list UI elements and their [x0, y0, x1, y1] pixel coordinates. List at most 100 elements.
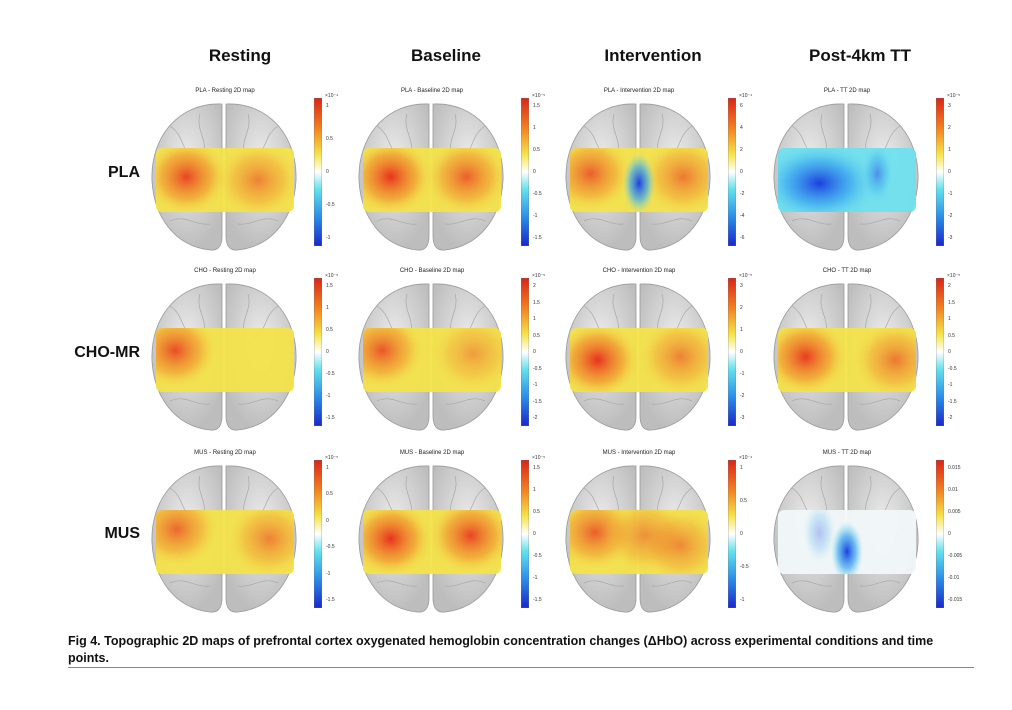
colorbar-tick-label: -1 [326, 570, 331, 577]
caption-divider [68, 667, 974, 668]
column-header-resting: Resting [208, 46, 272, 65]
colorbar-tick-label: -4 [740, 213, 745, 219]
map-title: PLA - Resting 2D map [195, 88, 255, 94]
column-header-intervention: Intervention [604, 46, 702, 65]
colorbar-tick-label: 0.005 [948, 509, 961, 515]
map-panel: PLA - Intervention 2D map ×10⁻⁴ 6 4 2 0 -2 -4 -6 [554, 88, 754, 256]
colorbar-tick-label: -2 [740, 393, 745, 399]
map-title: MUS - Intervention 2D map [602, 450, 676, 456]
brain-topography-map [565, 103, 711, 251]
colorbar-tick-label: -0.5 [740, 564, 749, 570]
hot-spot [363, 510, 433, 574]
colorbar-exponent: ×10⁻⁵ [947, 273, 961, 279]
colorbar-tick-label: 2 [948, 125, 951, 131]
colorbar-exponent: ×10⁻⁵ [325, 455, 339, 461]
map-title: PLA - Intervention 2D map [603, 88, 675, 94]
map-panel: PLA - TT 2D map ×10⁻⁵ 3 2 1 0 -1 -2 -3 [762, 88, 962, 256]
hot-spot [428, 510, 501, 574]
figure-caption: Fig 4. Topographic 2D maps of prefrontal… [68, 634, 934, 665]
colorbar [728, 460, 736, 608]
colorbar-exponent: ×10⁻⁴ [325, 93, 339, 99]
map-panel: PLA - Baseline 2D map ×10⁻⁵ 1.5 1 0.5 0 -0.5 -1… [347, 88, 547, 256]
brain-topography-map [773, 283, 919, 431]
colorbar-tick-label: -1 [533, 213, 538, 219]
map-title: PLA - TT 2D map [823, 88, 871, 94]
colorbar-tick-label: 1 [326, 305, 329, 311]
colorbar-tick-label: -1.5 [948, 398, 957, 405]
map-panel: MUS - Intervention 2D map ×10⁻⁴ 1 0.5 0 -0.5 -… [554, 450, 754, 618]
colorbar-tick-label: 0 [740, 531, 743, 537]
column-header-baseline: Baseline [411, 46, 481, 65]
colorbar-tick-label: 0.5 [533, 509, 540, 515]
colorbar-tick-label: -1 [740, 371, 745, 377]
colorbar-exponent: ×10⁻⁵ [325, 273, 339, 279]
colorbar-tick-label: -1.5 [533, 597, 542, 603]
colorbar-tick-label: 0 [948, 531, 951, 537]
colorbar-tick-label: -1.5 [533, 235, 542, 241]
hot-spot [156, 328, 218, 389]
brain-topography-map [358, 283, 504, 431]
brain-topography-map [773, 465, 919, 613]
row-header-cho-mr: CHO-MR [74, 344, 140, 361]
colorbar-tick-label: 0.5 [948, 332, 955, 339]
colorbar-tick-label: 1 [740, 465, 743, 471]
colorbar-tick-label: 1.5 [326, 283, 333, 289]
map-panel: CHO - Resting 2D map ×10⁻⁵ 1.5 1 0.5 0 -0.5 -1 -… [140, 268, 340, 436]
hot-spot [227, 510, 294, 574]
colorbar-tick-label: -0.005 [948, 553, 963, 559]
colorbar-tick-label: 1.5 [533, 299, 540, 306]
colorbar-tick-label: -2 [533, 415, 538, 421]
colorbar-tick-label: -1 [533, 575, 538, 581]
colorbar-tick-label: 1 [740, 327, 743, 333]
colorbar-tick-label: 1 [533, 125, 536, 131]
colorbar-exponent: ×10⁻⁵ [739, 273, 753, 279]
map-panel: MUS - Resting 2D map ×10⁻⁵ 1 0.5 0 -0.5 -1 -1.5 [140, 450, 340, 618]
colorbar-tick-label: 2 [533, 283, 536, 289]
row-header-pla: PLA [108, 164, 140, 181]
colorbar-tick-label: -1 [948, 191, 953, 197]
hot-spot [778, 328, 848, 392]
colorbar [521, 460, 529, 608]
colorbar-tick-label: 0.5 [533, 332, 540, 339]
colorbar-tick-label: 1 [326, 103, 329, 109]
colorbar-tick-label: 1 [948, 316, 951, 322]
colorbar-exponent: ×10⁻⁵ [947, 93, 961, 99]
map-panel: PLA - Resting 2D map ×10⁻⁴ 1 0.5 0 -0.5 -1 [140, 88, 340, 256]
map-title: PLA - Baseline 2D map [400, 88, 464, 94]
map-title: CHO - Intervention 2D map [602, 268, 676, 274]
colorbar-tick-label: -0.015 [948, 597, 963, 603]
colorbar-tick-label: 0.5 [740, 498, 747, 504]
colorbar-tick-label: -0.01 [948, 575, 960, 581]
colorbar-tick-label: -1 [740, 597, 745, 603]
map-title: MUS - Resting 2D map [194, 450, 256, 456]
colorbar [314, 460, 322, 608]
colorbar [936, 460, 944, 608]
hot-spot [431, 328, 501, 392]
colorbar-tick-label: 1.5 [533, 465, 540, 471]
colorbar-tick-label: -3 [948, 235, 953, 241]
cool-spot [803, 510, 836, 563]
cool-spot [778, 148, 880, 212]
colorbar [936, 278, 944, 426]
brain-topography-map [358, 465, 504, 613]
colorbar-tick-label: 1.5 [533, 103, 540, 109]
colorbar-tick-label: 1.5 [948, 299, 955, 306]
colorbar-tick-label: -0.5 [533, 365, 542, 372]
row-header-mus: MUS [104, 525, 140, 542]
brain-topography-map [151, 465, 297, 613]
colorbar-tick-label: 0 [533, 531, 536, 537]
colorbar-tick-label: -1 [326, 235, 331, 241]
map-title: MUS - TT 2D map [822, 450, 872, 456]
map-panel: CHO - Intervention 2D map ×10⁻⁵ 3 2 1 0 -1 -2 -3 [554, 268, 754, 436]
colorbar-tick-label: 0.015 [948, 465, 961, 471]
colorbar-tick-label: 4 [740, 125, 743, 131]
colorbar-tick-label: 0 [533, 349, 536, 355]
colorbar-tick-label: 1 [533, 316, 536, 322]
colorbar-tick-label: -1.5 [326, 415, 335, 421]
hot-spot [363, 328, 425, 389]
colorbar-tick-label: 0 [326, 169, 329, 175]
colorbar-exponent: ×10⁻⁴ [739, 455, 753, 461]
colorbar-tick-label: -2 [740, 191, 745, 197]
cool-spot [623, 153, 655, 212]
colorbar [314, 98, 322, 246]
